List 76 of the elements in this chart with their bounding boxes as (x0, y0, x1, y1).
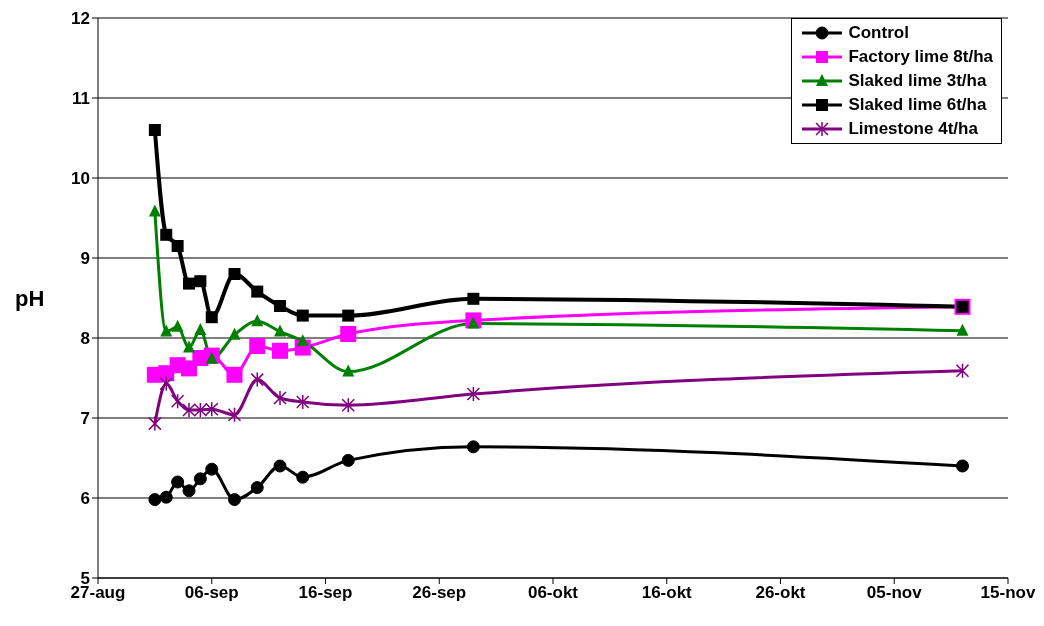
point (955, 363, 970, 379)
point (148, 493, 162, 507)
point (205, 401, 219, 417)
point (148, 415, 162, 432)
x-tick-label: 26-sep (412, 583, 467, 603)
x-tick-label: 26-okt (755, 583, 806, 603)
y-tick-label: 9 (80, 249, 90, 269)
point (170, 393, 185, 409)
point (274, 324, 286, 337)
point (274, 300, 286, 312)
point (171, 319, 184, 332)
x-tick-label: 16-sep (298, 583, 353, 603)
point (341, 397, 355, 413)
point (194, 323, 207, 335)
point (273, 390, 287, 406)
point (148, 124, 161, 136)
point (250, 371, 264, 388)
point (296, 394, 310, 410)
point (159, 490, 173, 504)
point (171, 240, 184, 252)
y-tick-label: 6 (80, 489, 90, 509)
point (272, 342, 288, 359)
point (183, 277, 195, 290)
y-tick-label: 11 (72, 89, 90, 109)
point (467, 292, 480, 305)
point (466, 440, 480, 454)
x-tick-label: 06-okt (527, 583, 579, 603)
point (273, 459, 287, 473)
legend-label: Control (848, 23, 909, 43)
x-tick-label: 15-nov (980, 583, 1036, 603)
y-tick-label: 8 (80, 329, 90, 349)
point (228, 268, 241, 280)
x-tick-label: 06-sep (184, 583, 239, 603)
point (160, 324, 173, 337)
point (956, 459, 969, 473)
point (159, 375, 173, 392)
legend-label: Limestone 4t/ha (848, 119, 978, 139)
point (226, 366, 243, 383)
point (340, 326, 357, 342)
point (227, 407, 242, 423)
point (194, 275, 207, 288)
legend-label: Slaked lime 3t/ha (848, 71, 987, 91)
point (296, 470, 310, 484)
point (342, 309, 355, 322)
point (171, 475, 185, 489)
point (228, 327, 241, 340)
point (296, 309, 309, 322)
point (205, 351, 218, 364)
point (205, 462, 219, 476)
point (183, 340, 195, 353)
point (193, 402, 208, 418)
point (341, 453, 355, 467)
point (148, 204, 161, 217)
point (228, 493, 241, 507)
y-tick-label: 12 (71, 9, 90, 29)
point (205, 311, 218, 324)
legend-label: Slaked lime 6t/ha (848, 95, 987, 115)
y-axis-title: pH (15, 285, 45, 311)
x-tick-label: 05-nov (866, 583, 923, 603)
y-tick-label: 7 (80, 409, 90, 429)
point (251, 314, 264, 327)
point (249, 338, 266, 354)
point (296, 334, 309, 347)
y-tick-label: 10 (71, 169, 90, 189)
point (193, 472, 207, 486)
point (956, 323, 969, 336)
point (182, 484, 196, 498)
legend-label: Factory lime 8t/ha (848, 47, 993, 67)
point (342, 364, 355, 377)
point (466, 386, 481, 402)
point (467, 316, 480, 329)
x-tick-label: 16-okt (641, 583, 693, 603)
point (250, 481, 264, 495)
point (182, 402, 196, 418)
point (160, 228, 173, 241)
point (251, 285, 264, 298)
